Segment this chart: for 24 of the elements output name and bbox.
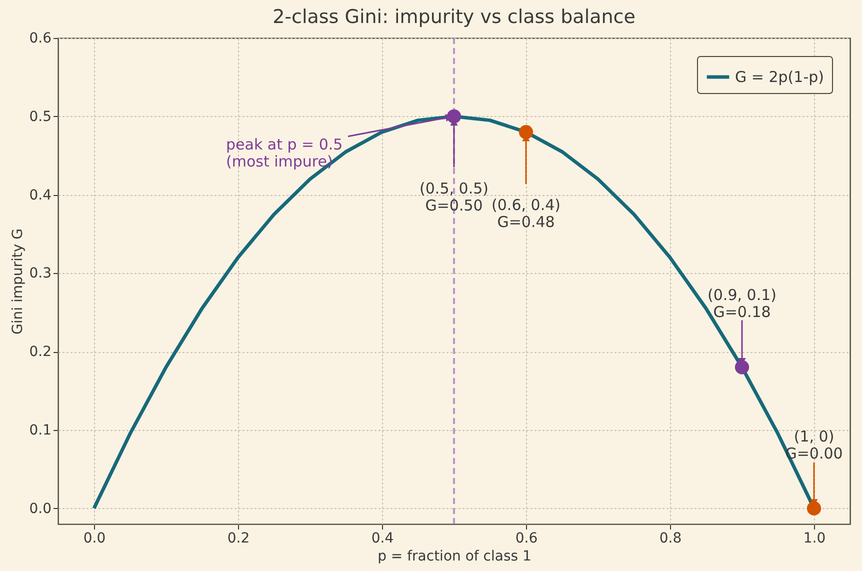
annotation: (0.5, 0.5) G=0.50 (420, 179, 488, 214)
annotation: peak at p = 0.5 (most impure) (226, 135, 343, 170)
y-tick-label: 0.4 (29, 187, 52, 204)
y-tick-label: 0.2 (29, 344, 52, 360)
x-tick-label: 1.0 (803, 530, 826, 546)
y-tick-label: 0.3 (29, 266, 52, 282)
y-tick-label: 0.6 (29, 30, 52, 46)
y-tick-label: 0.5 (29, 108, 52, 125)
annotation: (0.6, 0.4) G=0.48 (492, 196, 560, 232)
x-tick-label: 0.8 (659, 530, 682, 546)
annotation: (0.9, 0.1) G=0.18 (708, 286, 776, 322)
x-tick-label: 0.2 (227, 530, 250, 546)
x-axis-title: p = fraction of class 1 (378, 548, 532, 564)
legend-label: G = 2p(1-p) (735, 68, 824, 86)
point (518, 125, 534, 140)
chart-title: 2-class Gini: impurity vs class balance (272, 6, 636, 28)
x-tick-label: 0.4 (371, 530, 394, 546)
point (806, 501, 822, 516)
x-tick-label: 0.6 (515, 530, 538, 546)
y-tick-label: 0.1 (29, 422, 52, 438)
x-tick-label: 0.0 (83, 530, 106, 546)
y-tick-label: 0.0 (29, 500, 52, 517)
y-axis-title: Gini impurity G (10, 228, 26, 334)
point (734, 360, 750, 374)
